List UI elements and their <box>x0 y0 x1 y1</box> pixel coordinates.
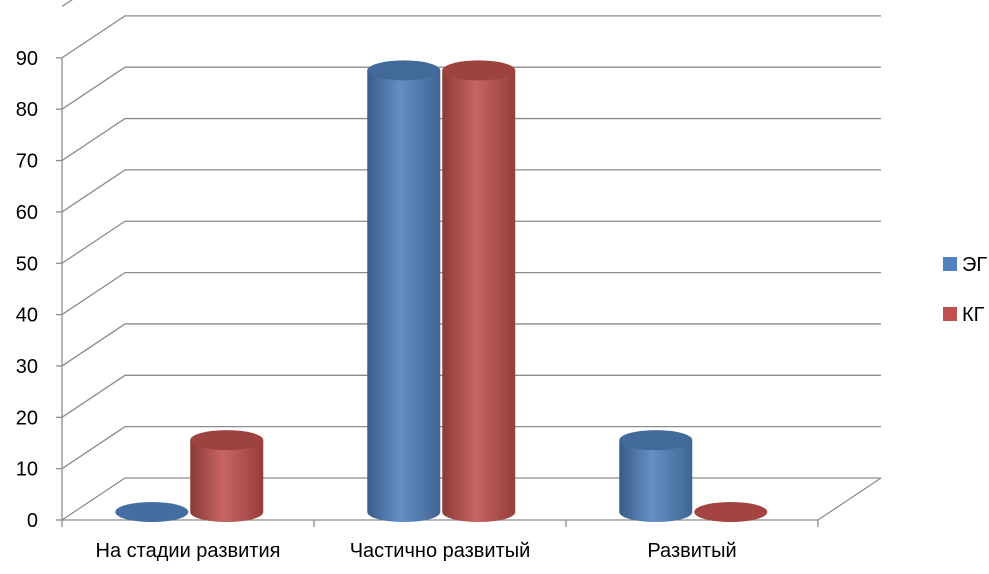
bars <box>115 60 768 522</box>
gridline <box>61 425 881 470</box>
bar-kg <box>190 430 264 522</box>
bar-eg <box>367 60 441 522</box>
y-tick-label: 30 <box>16 356 38 378</box>
y-tick-label: 20 <box>16 407 38 429</box>
legend-label: ЭГ <box>962 254 987 276</box>
bar-kg <box>694 502 768 522</box>
gridline <box>61 117 881 162</box>
x-tick-label: Развитый <box>647 540 736 562</box>
gridline <box>61 0 73 8</box>
gridline <box>61 66 881 110</box>
legend-swatch <box>943 257 957 271</box>
legend: ЭГ КГ <box>943 254 987 326</box>
y-tick-label: 80 <box>16 99 38 121</box>
gridline <box>61 374 881 418</box>
legend-swatch <box>943 307 957 321</box>
gridline <box>61 220 881 264</box>
gridline <box>61 323 881 367</box>
gridline <box>61 271 881 316</box>
y-tick-label: 90 <box>16 48 38 70</box>
bar-kg <box>442 60 516 522</box>
legend-label: КГ <box>962 304 985 326</box>
bar-eg <box>115 502 189 522</box>
y-tick-labels: 0 10 20 30 40 50 60 70 80 90 <box>16 48 38 532</box>
bar-eg <box>619 430 693 522</box>
y-tick-label: 10 <box>16 459 38 481</box>
y-tick-label: 60 <box>16 202 38 224</box>
x-tick-label: На стадии развития <box>96 540 281 562</box>
x-tick-labels: На стадии развития Частично развитый Разви… <box>96 540 737 562</box>
grid <box>61 0 881 521</box>
gridline <box>61 169 881 213</box>
y-tick-label: 0 <box>27 510 38 532</box>
y-tick-label: 50 <box>16 253 38 275</box>
axes <box>56 57 882 527</box>
y-tick-label: 40 <box>16 305 38 327</box>
y-tick-label: 70 <box>16 151 38 173</box>
gridline <box>61 15 881 59</box>
x-tick-label: Частично развитый <box>350 540 531 562</box>
